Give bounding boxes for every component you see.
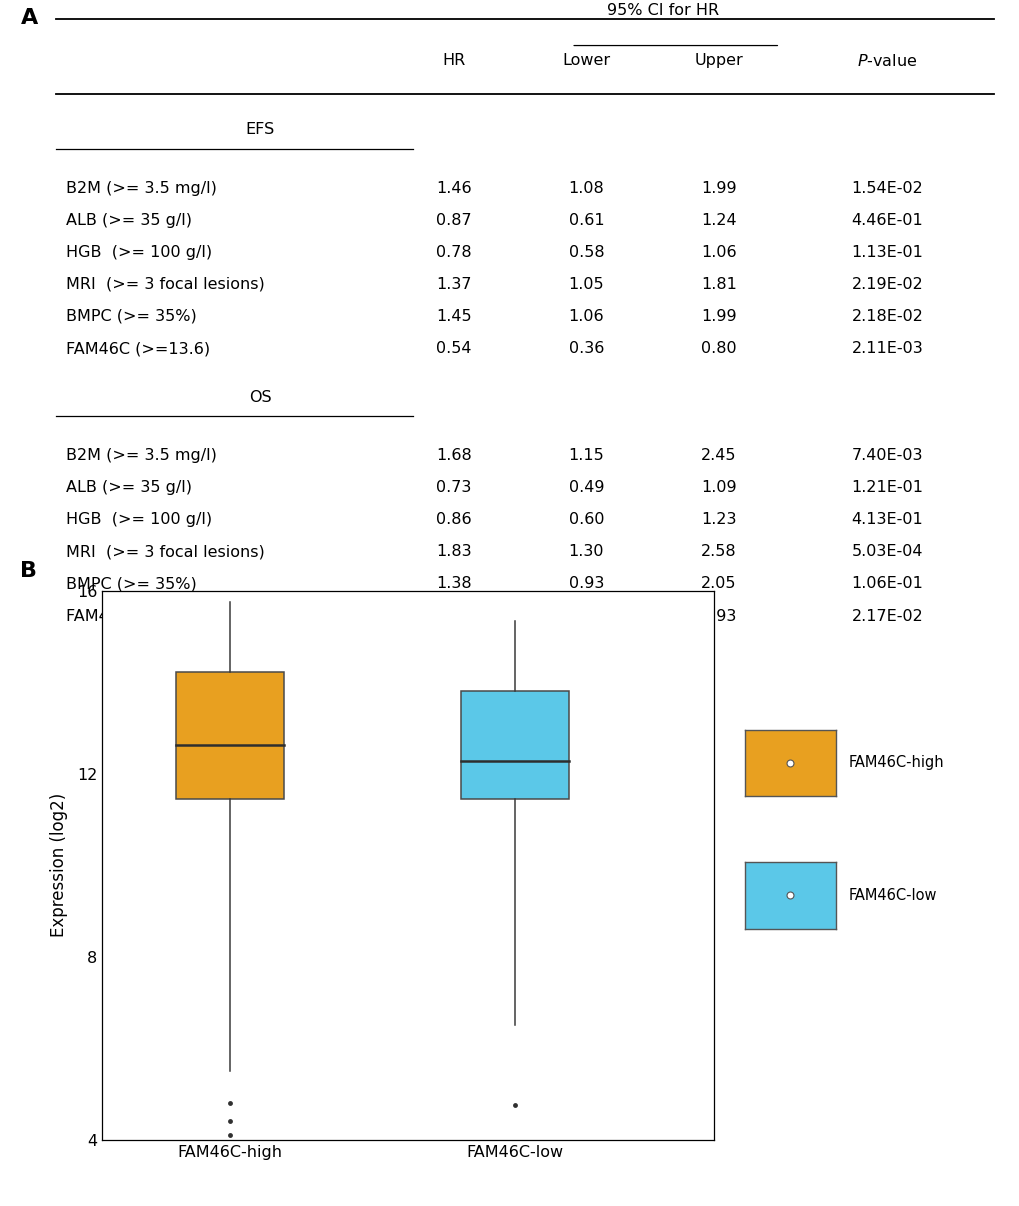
Text: 1.05: 1.05 xyxy=(569,277,603,292)
Text: 1.23: 1.23 xyxy=(701,513,736,527)
Text: 0.93: 0.93 xyxy=(569,576,603,591)
Text: BMPC (>= 35%): BMPC (>= 35%) xyxy=(66,576,197,591)
Text: 0.86: 0.86 xyxy=(436,513,471,527)
Text: 1.46: 1.46 xyxy=(436,181,471,195)
Text: FAM46C (>=13.6): FAM46C (>=13.6) xyxy=(66,341,210,356)
Text: Upper: Upper xyxy=(694,53,743,69)
Text: 1.09: 1.09 xyxy=(701,480,736,496)
Text: 0.93: 0.93 xyxy=(701,609,736,624)
Y-axis label: Expression (log2): Expression (log2) xyxy=(50,794,68,937)
Text: 0.36: 0.36 xyxy=(569,341,603,356)
Text: Lower: Lower xyxy=(561,53,610,69)
Text: HGB  (>= 100 g/l): HGB (>= 100 g/l) xyxy=(66,245,212,260)
Text: 1.54E-02: 1.54E-02 xyxy=(851,181,922,195)
Text: 1.24: 1.24 xyxy=(701,212,736,228)
Text: 0.80: 0.80 xyxy=(701,341,736,356)
Text: 5.03E-04: 5.03E-04 xyxy=(851,544,922,560)
Text: 4.46E-01: 4.46E-01 xyxy=(851,212,922,228)
Text: 1.37: 1.37 xyxy=(436,277,471,292)
Text: FAM46C-high: FAM46C-high xyxy=(848,755,944,771)
Text: 0.60: 0.60 xyxy=(569,513,603,527)
Text: 0.78: 0.78 xyxy=(436,245,471,260)
Text: 2.19E-02: 2.19E-02 xyxy=(851,277,922,292)
Text: 0.59: 0.59 xyxy=(436,609,471,624)
Text: 1.81: 1.81 xyxy=(700,277,737,292)
Text: 0.54: 0.54 xyxy=(436,341,471,356)
Text: 0.38: 0.38 xyxy=(569,609,603,624)
Text: 2.17E-02: 2.17E-02 xyxy=(851,609,922,624)
Text: HR: HR xyxy=(442,53,465,69)
Text: 7.40E-03: 7.40E-03 xyxy=(851,449,922,463)
Text: 95% CI for HR: 95% CI for HR xyxy=(606,4,718,18)
Text: 0.58: 0.58 xyxy=(569,245,603,260)
Text: BMPC (>= 35%): BMPC (>= 35%) xyxy=(66,309,197,324)
Bar xyxy=(176,672,284,800)
Text: 1.13E-01: 1.13E-01 xyxy=(851,245,922,260)
Text: 1.68: 1.68 xyxy=(435,449,472,463)
Text: 1.06: 1.06 xyxy=(569,309,603,324)
Text: 1.83: 1.83 xyxy=(436,544,471,560)
Text: 1.08: 1.08 xyxy=(568,181,604,195)
Text: 0.61: 0.61 xyxy=(569,212,603,228)
Text: OS: OS xyxy=(249,390,271,405)
Text: A: A xyxy=(20,8,38,28)
Text: B2M (>= 3.5 mg/l): B2M (>= 3.5 mg/l) xyxy=(66,449,217,463)
Text: 1.21E-01: 1.21E-01 xyxy=(851,480,922,496)
Text: 1.06E-01: 1.06E-01 xyxy=(851,576,922,591)
Text: 2.11E-03: 2.11E-03 xyxy=(851,341,922,356)
Text: FAM46C (>=13.6): FAM46C (>=13.6) xyxy=(66,609,210,624)
Text: HGB  (>= 100 g/l): HGB (>= 100 g/l) xyxy=(66,513,212,527)
Text: 2.18E-02: 2.18E-02 xyxy=(851,309,922,324)
Text: MRI  (>= 3 focal lesions): MRI (>= 3 focal lesions) xyxy=(66,277,265,292)
Text: 0.49: 0.49 xyxy=(569,480,603,496)
Text: 4.13E-01: 4.13E-01 xyxy=(851,513,922,527)
Text: 1.45: 1.45 xyxy=(436,309,471,324)
Text: $\it{P}$-value: $\it{P}$-value xyxy=(856,53,917,69)
Text: MRI  (>= 3 focal lesions): MRI (>= 3 focal lesions) xyxy=(66,544,265,560)
Text: 1.99: 1.99 xyxy=(701,309,736,324)
Bar xyxy=(461,691,569,800)
Text: 1.06: 1.06 xyxy=(701,245,736,260)
Text: FAM46C-low: FAM46C-low xyxy=(848,888,936,903)
Text: ALB (>= 35 g/l): ALB (>= 35 g/l) xyxy=(66,212,193,228)
Text: 0.87: 0.87 xyxy=(436,212,471,228)
Text: 1.15: 1.15 xyxy=(568,449,604,463)
Text: B2M (>= 3.5 mg/l): B2M (>= 3.5 mg/l) xyxy=(66,181,217,195)
Text: 2.45: 2.45 xyxy=(701,449,736,463)
Text: 2.58: 2.58 xyxy=(701,544,736,560)
Text: EFS: EFS xyxy=(246,123,274,137)
Text: 1.99: 1.99 xyxy=(701,181,736,195)
Text: B: B xyxy=(20,561,38,581)
Text: ALB (>= 35 g/l): ALB (>= 35 g/l) xyxy=(66,480,193,496)
Text: 2.05: 2.05 xyxy=(701,576,736,591)
Text: 1.30: 1.30 xyxy=(569,544,603,560)
Text: 1.38: 1.38 xyxy=(436,576,471,591)
Text: 0.73: 0.73 xyxy=(436,480,471,496)
